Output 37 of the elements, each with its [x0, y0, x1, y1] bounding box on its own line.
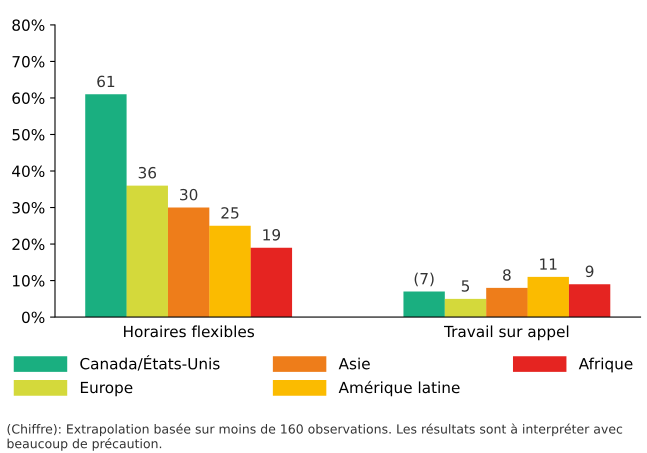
data-label: (7): [414, 272, 434, 286]
data-label: 19: [263, 229, 280, 241]
bar: [168, 208, 210, 318]
legend-label: Canada/États-Unis: [80, 355, 220, 371]
bar: [85, 94, 127, 318]
y-tick-label: 0%: [22, 312, 44, 324]
data-label: 25: [221, 207, 238, 219]
legend-label: Afrique: [578, 358, 632, 372]
legend-label: Europe: [80, 382, 132, 396]
data-label: 36: [138, 166, 156, 178]
data-label: 61: [97, 76, 114, 88]
x-tick-label: Horaires flexibles: [124, 325, 254, 338]
text: (Chiffre): Extrapolation basée sur moins de 160 observations. Les résultats sont à interpréter avec beaucoup de précaution.: [8, 424, 622, 451]
y-tick-label: 60%: [12, 92, 44, 104]
bar: [486, 288, 528, 318]
bar: [528, 276, 569, 318]
legend-label: Amérique latine: [338, 380, 460, 396]
data-label: 5: [462, 280, 470, 292]
y-tick-label: 20%: [12, 238, 44, 250]
y-tick-label: 50%: [12, 128, 44, 141]
bar: [568, 284, 610, 318]
bar: [126, 186, 168, 318]
bar: [209, 226, 251, 318]
data-label: 30: [180, 188, 198, 200]
y-tick-label: 30%: [12, 202, 44, 214]
y-tick-label: 10%: [12, 275, 44, 287]
y-tick-label: 40%: [12, 165, 44, 178]
y-tick-label: 80%: [12, 19, 44, 31]
data-label: 11: [540, 258, 557, 270]
x-tick-label: Travail sur appel: [444, 325, 568, 340]
bar: [250, 248, 292, 318]
y-tick-label: 70%: [12, 56, 44, 68]
bar: [444, 298, 486, 318]
data-label: 8: [503, 269, 511, 281]
legend-label: Asie: [338, 358, 370, 370]
bar: [403, 292, 445, 318]
data-label: 9: [586, 266, 594, 278]
